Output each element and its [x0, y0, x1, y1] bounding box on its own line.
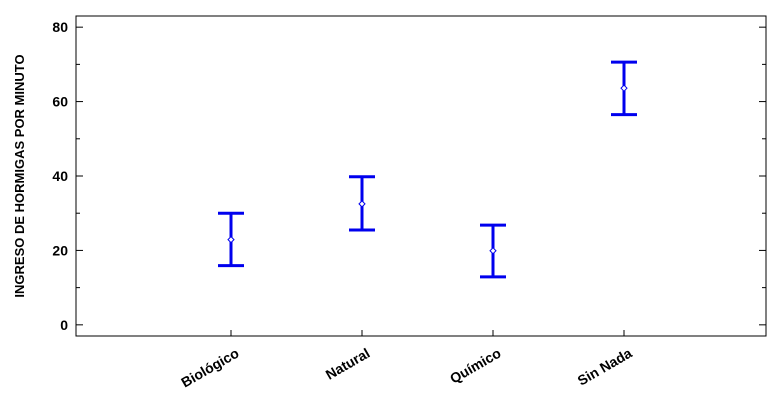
x-axis: Biológico Natural Químico Sin Nada — [178, 330, 635, 391]
x-tick-label: Químico — [447, 345, 504, 387]
y-tick-label: 80 — [52, 19, 68, 35]
y-axis: 0 20 40 60 80 — [52, 19, 766, 333]
x-tick-label: Sin Nada — [575, 345, 635, 389]
y-tick-label: 0 — [60, 317, 68, 333]
interval-2 — [480, 223, 506, 279]
y-tick-label: 20 — [52, 242, 68, 258]
y-tick-label: 60 — [52, 94, 68, 110]
plot-border — [75, 15, 767, 337]
interval-3 — [611, 60, 637, 117]
x-tick-label: Natural — [323, 345, 373, 383]
mean-marker — [489, 247, 497, 255]
mean-marker — [620, 84, 628, 92]
mean-marker — [358, 200, 366, 208]
plot-frame — [75, 15, 767, 337]
intervals — [218, 60, 637, 279]
interval-1 — [349, 175, 375, 232]
y-tick-label: 40 — [52, 168, 68, 184]
x-tick-label: Biológico — [178, 345, 241, 391]
y-axis-title: INGRESO DE HORMIGAS POR MINUTO — [12, 54, 27, 297]
mean-marker — [227, 235, 235, 244]
interval-0 — [218, 211, 244, 268]
